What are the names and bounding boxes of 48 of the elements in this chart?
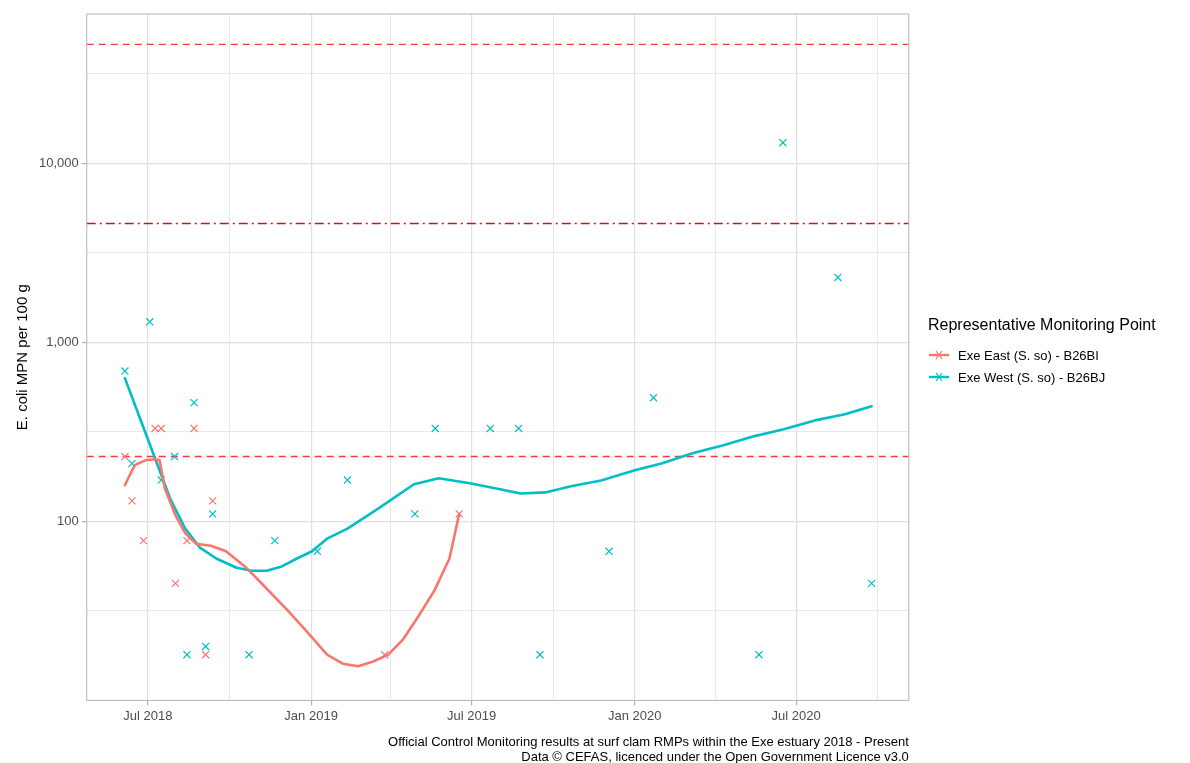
point (189, 424, 199, 433)
y-tick-label: 10,000 (39, 154, 79, 170)
x-tick-label: Jul 2020 (771, 707, 821, 723)
point (120, 452, 130, 461)
point (867, 579, 876, 588)
point (145, 317, 154, 326)
point (182, 650, 192, 659)
point (455, 509, 464, 519)
point (244, 650, 254, 659)
point (270, 536, 279, 545)
point (189, 398, 199, 407)
point (201, 642, 210, 651)
y-tick-label: 1,000 (46, 333, 79, 349)
point (313, 547, 322, 556)
point (486, 424, 495, 433)
point (170, 452, 179, 461)
legend-label: Exe West (S. so) - B26BJ (958, 369, 1106, 385)
x-tick-label: Jan 2020 (608, 707, 662, 723)
point (380, 650, 389, 659)
point (604, 547, 614, 556)
point (535, 650, 545, 659)
point (649, 393, 658, 402)
legend-label: Exe East (S. so) - B26BI (958, 347, 1099, 363)
x-tick-label: Jan 2019 (284, 707, 338, 723)
y-tick-label: 100 (57, 512, 79, 528)
x-tick-label: Jul 2019 (447, 707, 497, 723)
point (754, 650, 764, 659)
point (171, 579, 180, 588)
point (778, 138, 788, 147)
point (410, 509, 419, 519)
point (182, 536, 192, 545)
point (127, 496, 137, 506)
point (127, 459, 137, 468)
point (120, 366, 130, 376)
point (139, 536, 148, 545)
point (833, 273, 842, 282)
y-axis-title: E. coli MPN per 100 g (13, 284, 31, 431)
point (150, 424, 160, 433)
point (431, 424, 440, 433)
x-tick-label: Jul 2018 (123, 707, 173, 723)
legend-title: Representative Monitoring Point (928, 316, 1156, 334)
point (157, 424, 166, 433)
point (514, 424, 523, 433)
point (208, 509, 217, 519)
text: Official Control Monitoring results at surf clam RMPs within the Exe estuary 2018 - Present (388, 734, 910, 750)
point (208, 496, 217, 506)
point (201, 650, 210, 659)
point (343, 475, 352, 485)
